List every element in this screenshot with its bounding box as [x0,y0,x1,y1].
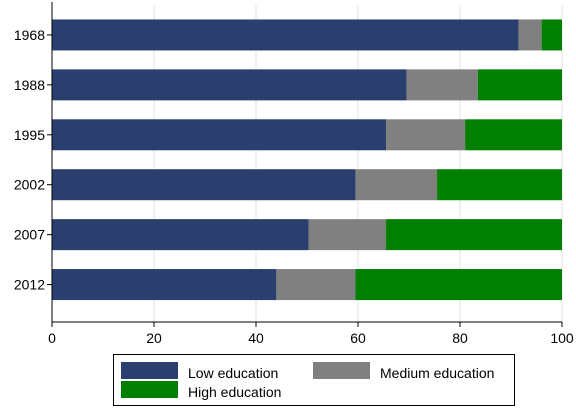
y-axis-labels: 1968 1988 1995 2002 2007 2012 [14,27,45,293]
bars [52,19,562,301]
bar-segment [52,19,519,51]
bar-segment [276,269,356,301]
x-tick-label: 0 [48,330,56,346]
y-tick-label: 2002 [14,177,45,193]
y-tick-label: 2012 [14,277,45,293]
x-tick-label: 60 [350,330,366,346]
bar-segment [465,119,562,151]
legend-swatch [313,362,370,379]
legend-label: Medium education [380,365,494,381]
bar-segment [52,269,277,301]
x-tick-label: 100 [550,330,574,346]
x-tick-label: 20 [146,330,162,346]
y-tick-label: 1995 [14,127,45,143]
bar-segment [477,69,562,101]
y-tick-label: 1968 [14,27,45,43]
bar-segment [386,119,466,151]
bar-segment [406,69,478,101]
bar-segment [52,119,387,151]
legend-swatch [121,381,178,398]
bar-segment [518,19,542,51]
x-tick-label: 40 [248,330,264,346]
legend-swatch [121,362,178,379]
legend: Low education Medium education High educat… [113,354,515,406]
bar-segment [52,169,356,201]
x-tick-label: 80 [452,330,468,346]
legend-label: Low education [188,365,278,381]
x-axis-labels: 0 20 40 60 80 100 [48,330,574,346]
bar-segment [541,19,562,51]
axes [47,2,563,327]
y-tick-label: 2007 [14,227,45,243]
bar-segment [52,69,407,101]
bar-segment [386,219,562,251]
y-tick-label: 1988 [14,77,45,93]
bar-segment [52,219,309,251]
bar-segment [437,169,562,201]
bar-segment [355,269,562,301]
bar-segment [308,219,387,251]
legend-label: High education [188,384,281,400]
bar-segment [355,169,438,201]
